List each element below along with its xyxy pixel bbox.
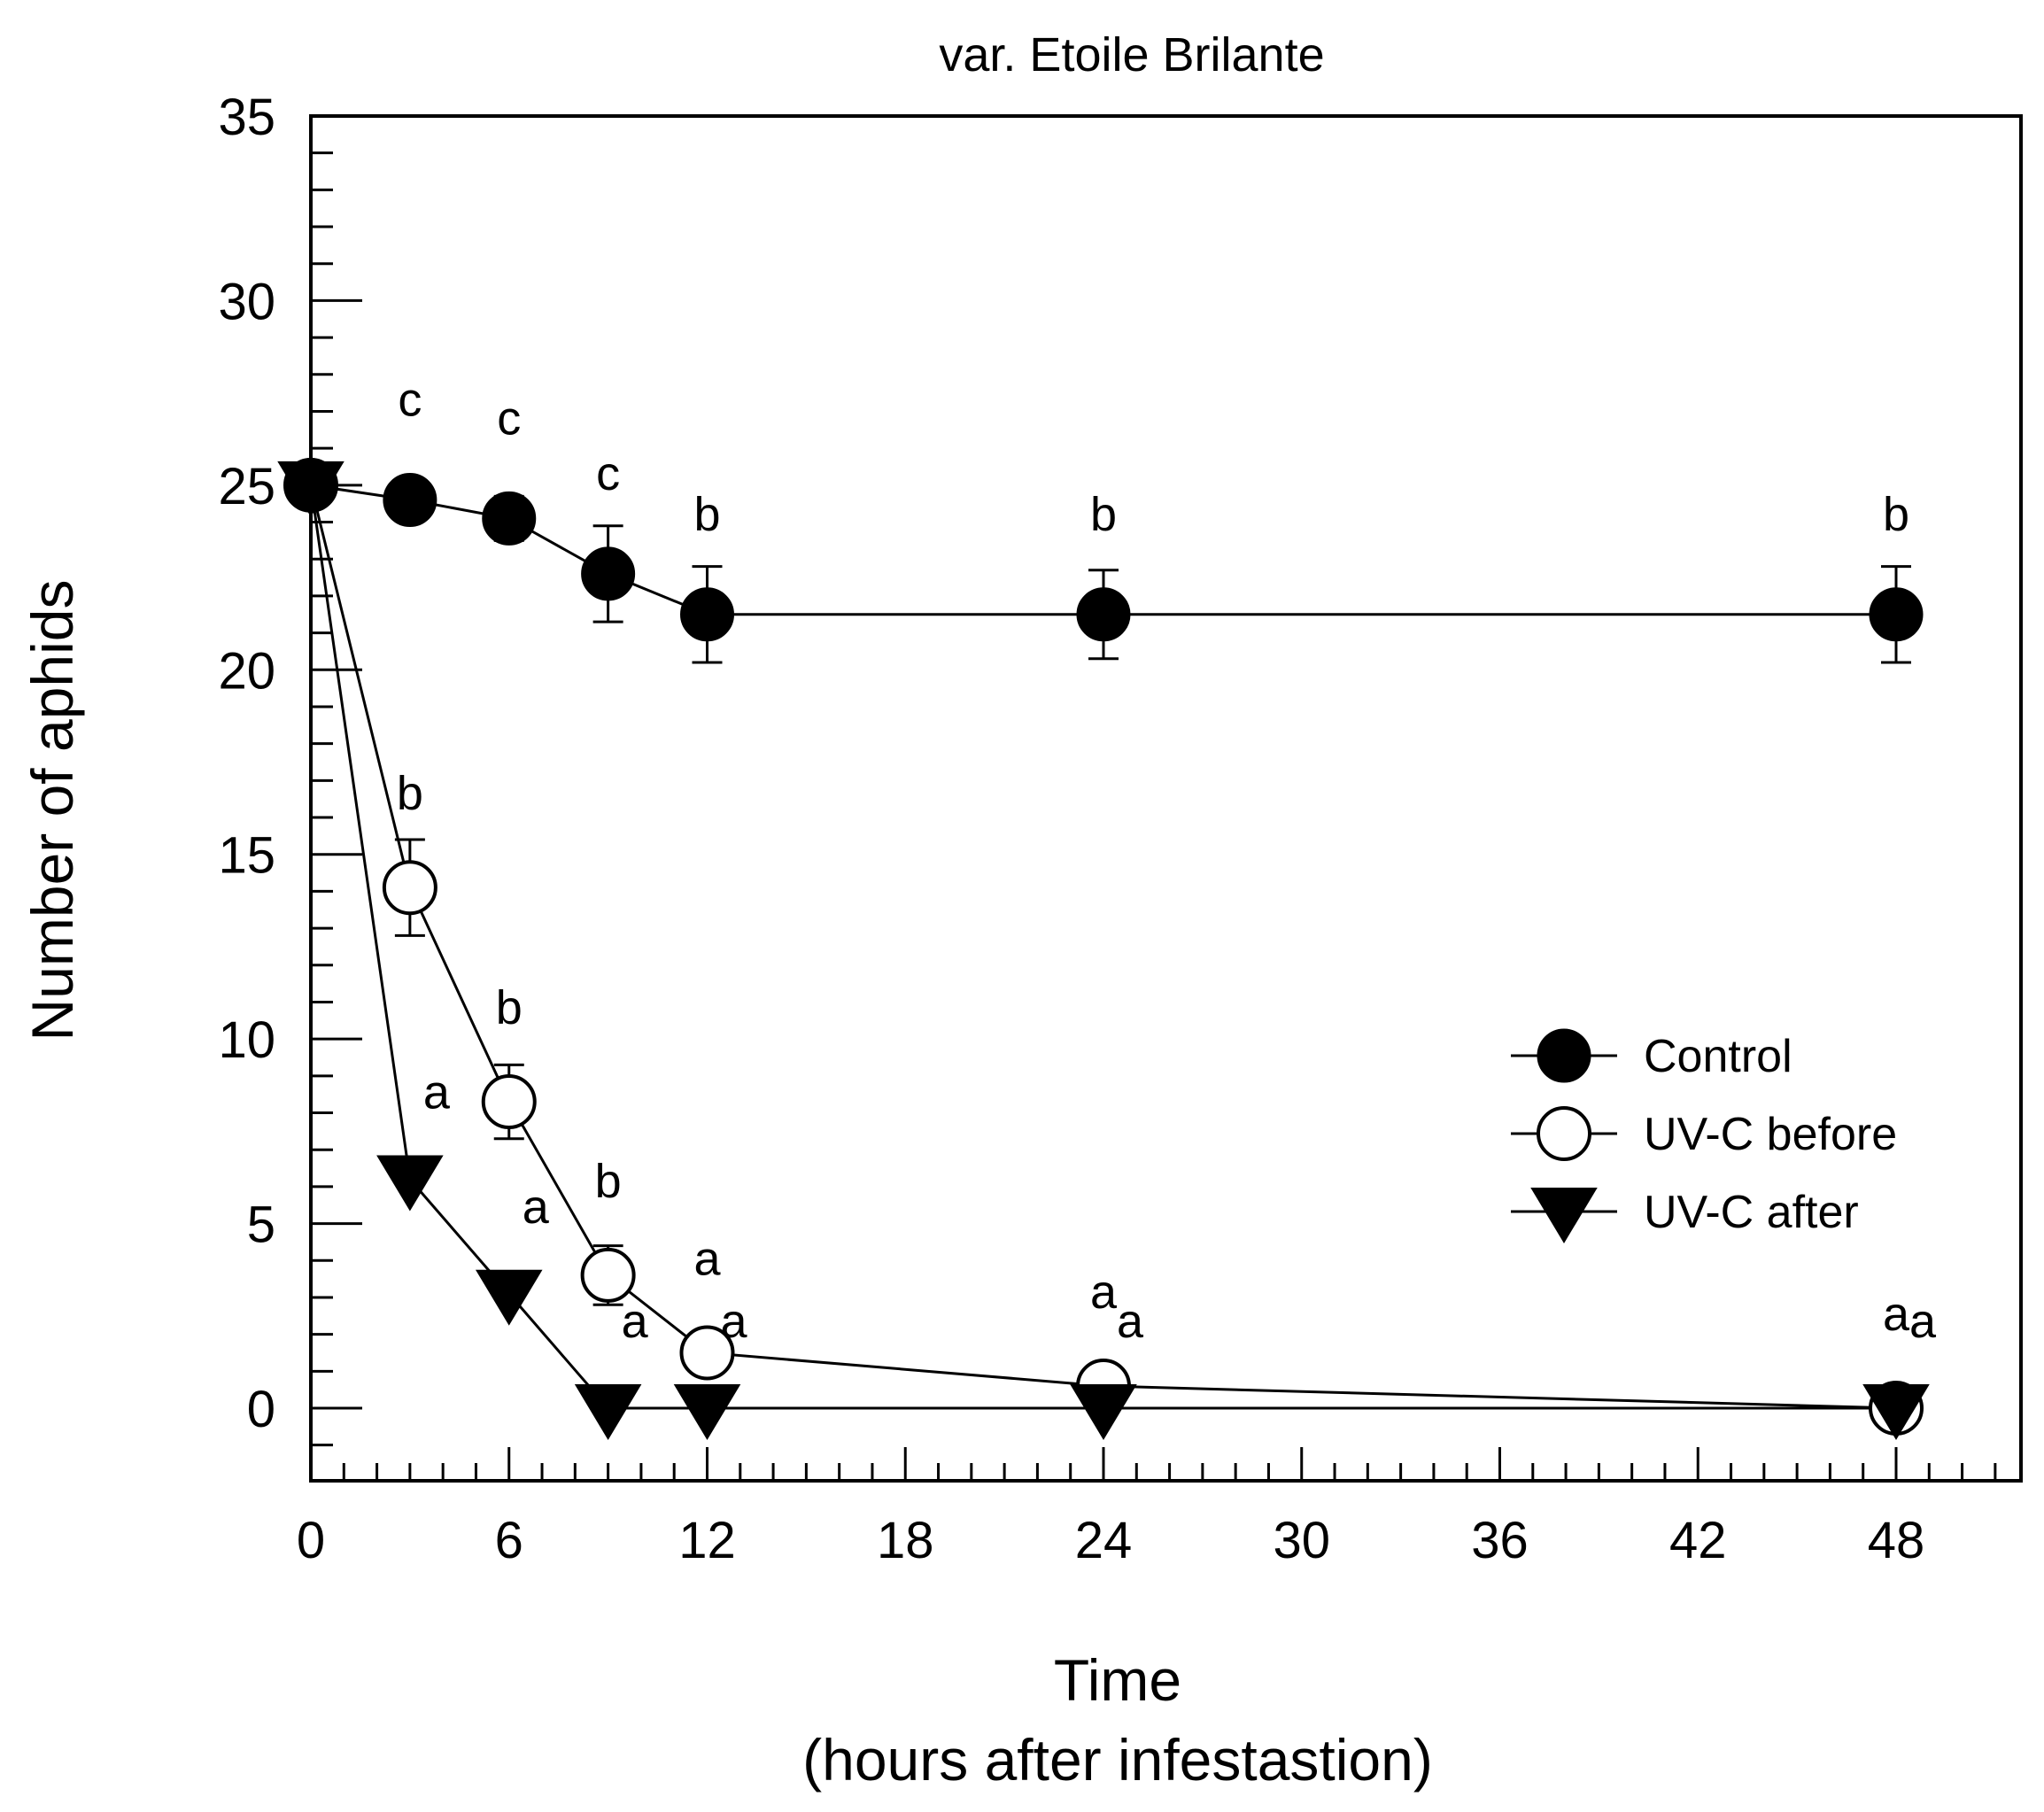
point-control	[383, 473, 437, 528]
legend-label: Control	[1644, 1031, 1792, 1082]
x-tick-label: 36	[1471, 1512, 1529, 1569]
point-uv-c-before	[481, 1074, 537, 1130]
y-tick-label: 20	[218, 642, 275, 700]
legend: Control UV-C before UV-C after	[1511, 1028, 1897, 1243]
point-uv-c-after	[376, 1155, 444, 1212]
significance-label: c	[596, 447, 620, 500]
y-tick-label: 10	[218, 1011, 275, 1069]
point-control	[1869, 587, 1924, 642]
significance-label: a	[1909, 1295, 1937, 1348]
x-tick-label: 6	[495, 1512, 523, 1569]
point-uv-c-before	[580, 1247, 636, 1303]
significance-label: b	[496, 981, 523, 1034]
point-uv-c-after	[475, 1269, 543, 1326]
x-axis-title: Time	[1054, 1647, 1181, 1713]
point-control	[680, 587, 734, 642]
legend-marker	[1537, 1028, 1591, 1083]
legend-marker	[1530, 1188, 1598, 1243]
x-tick-label: 12	[678, 1512, 736, 1569]
significance-label: a	[523, 1181, 550, 1234]
y-tick-label: 5	[247, 1196, 275, 1254]
x-tick-label: 18	[877, 1512, 934, 1569]
significance-label: c	[497, 391, 521, 445]
legend-label: UV-C after	[1644, 1187, 1859, 1238]
point-control	[1076, 587, 1131, 642]
point-control	[482, 491, 537, 546]
legend-label: UV-C before	[1644, 1109, 1897, 1160]
point-control	[581, 546, 636, 601]
x-tick-label: 24	[1075, 1512, 1133, 1569]
point-uv-c-after	[673, 1384, 741, 1440]
significance-label: a	[1117, 1295, 1144, 1348]
x-tick-label: 30	[1273, 1512, 1330, 1569]
significance-label: b	[1090, 488, 1117, 541]
point-uv-c-before	[679, 1325, 735, 1381]
point-uv-c-after	[1862, 1384, 1930, 1440]
point-uv-c-after	[1070, 1384, 1137, 1440]
x-tick-label: 0	[297, 1512, 325, 1569]
point-uv-c-before	[382, 860, 437, 916]
chart-title: var. Etoile Brilante	[939, 28, 1324, 81]
y-axis-title: Number of aphids	[19, 580, 85, 1042]
point-uv-c-after	[277, 461, 345, 517]
significance-label: a	[693, 1232, 721, 1285]
significance-label: b	[397, 767, 423, 820]
y-tick-label: 35	[218, 89, 275, 146]
plot-frame	[309, 114, 2023, 1483]
significance-label: b	[595, 1155, 622, 1208]
point-uv-c-after	[574, 1384, 642, 1440]
significance-label: a	[1090, 1266, 1118, 1319]
y-tick-label: 25	[218, 458, 275, 515]
x-tick-label: 42	[1669, 1512, 1727, 1569]
y-tick-label: 15	[218, 827, 275, 885]
x-tick-label: 48	[1868, 1512, 1925, 1569]
significance-label: b	[693, 488, 720, 541]
significance-label: a	[423, 1066, 451, 1119]
y-tick-label: 0	[247, 1381, 275, 1438]
significance-label: a	[622, 1295, 649, 1348]
axes-group: 0 6 12 18 24 30 36 42 48 0 5 10 15 20 25 30 35	[218, 89, 2023, 1569]
x-axis-subtitle: (hours after infestastion)	[802, 1727, 1433, 1793]
y-tick-label: 30	[218, 273, 275, 330]
significance-label: c	[398, 374, 422, 427]
legend-marker	[1537, 1106, 1591, 1161]
significance-label: a	[720, 1295, 747, 1348]
significance-label: b	[1883, 488, 1909, 541]
significance-label: a	[1883, 1288, 1910, 1341]
